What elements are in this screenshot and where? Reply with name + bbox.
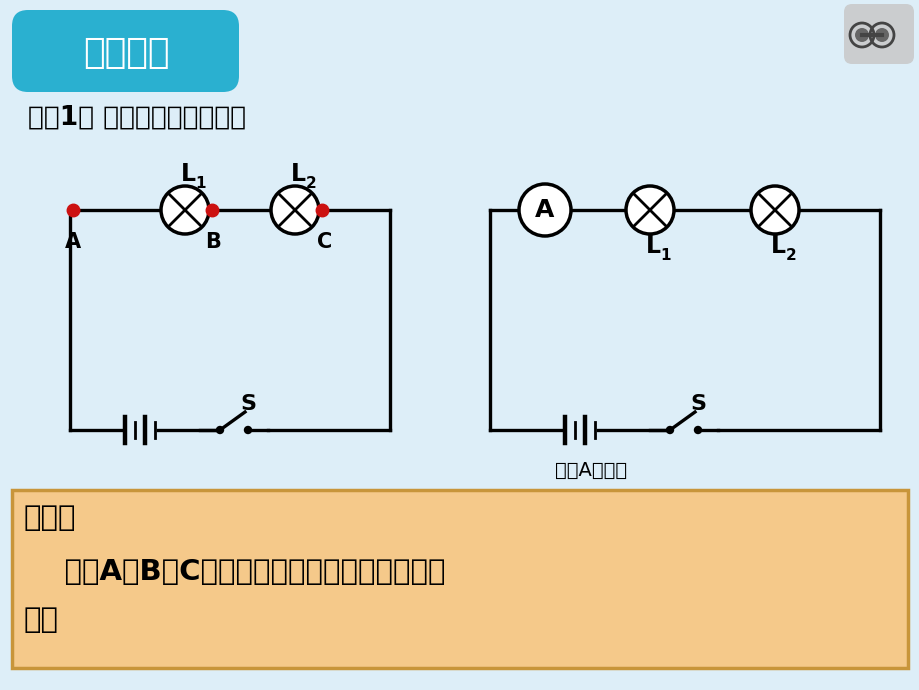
- Text: A: A: [535, 198, 554, 222]
- Circle shape: [854, 28, 868, 42]
- Circle shape: [874, 28, 888, 42]
- Text: L: L: [645, 234, 660, 258]
- FancyBboxPatch shape: [12, 490, 907, 668]
- Text: 流过A、B、C各点的电流大小可能存在什么关: 流过A、B、C各点的电流大小可能存在什么关: [24, 558, 445, 586]
- Circle shape: [216, 426, 223, 433]
- Text: A: A: [65, 232, 81, 252]
- Text: 2: 2: [785, 248, 796, 264]
- Text: L: L: [290, 162, 305, 186]
- Text: L: L: [180, 162, 196, 186]
- FancyBboxPatch shape: [843, 4, 913, 64]
- FancyBboxPatch shape: [12, 10, 239, 92]
- Circle shape: [244, 426, 251, 433]
- Text: 1: 1: [660, 248, 671, 264]
- Text: 2: 2: [305, 177, 316, 192]
- Text: 1: 1: [196, 177, 206, 192]
- Text: 实验探究: 实验探究: [83, 36, 169, 70]
- Circle shape: [694, 426, 701, 433]
- Circle shape: [665, 426, 673, 433]
- Text: C: C: [317, 232, 333, 252]
- Text: 探究1： 串联电路的电流规律: 探究1： 串联电路的电流规律: [28, 105, 246, 131]
- Circle shape: [161, 186, 209, 234]
- Circle shape: [518, 184, 571, 236]
- Circle shape: [750, 186, 798, 234]
- Text: S: S: [240, 394, 255, 414]
- Text: L: L: [770, 234, 785, 258]
- Circle shape: [271, 186, 319, 234]
- Circle shape: [625, 186, 674, 234]
- Text: S: S: [689, 394, 705, 414]
- Text: 系？: 系？: [24, 606, 59, 634]
- Text: B: B: [205, 232, 221, 252]
- Text: 猜想：: 猜想：: [24, 504, 76, 532]
- Text: 测量A点电流: 测量A点电流: [554, 460, 627, 480]
